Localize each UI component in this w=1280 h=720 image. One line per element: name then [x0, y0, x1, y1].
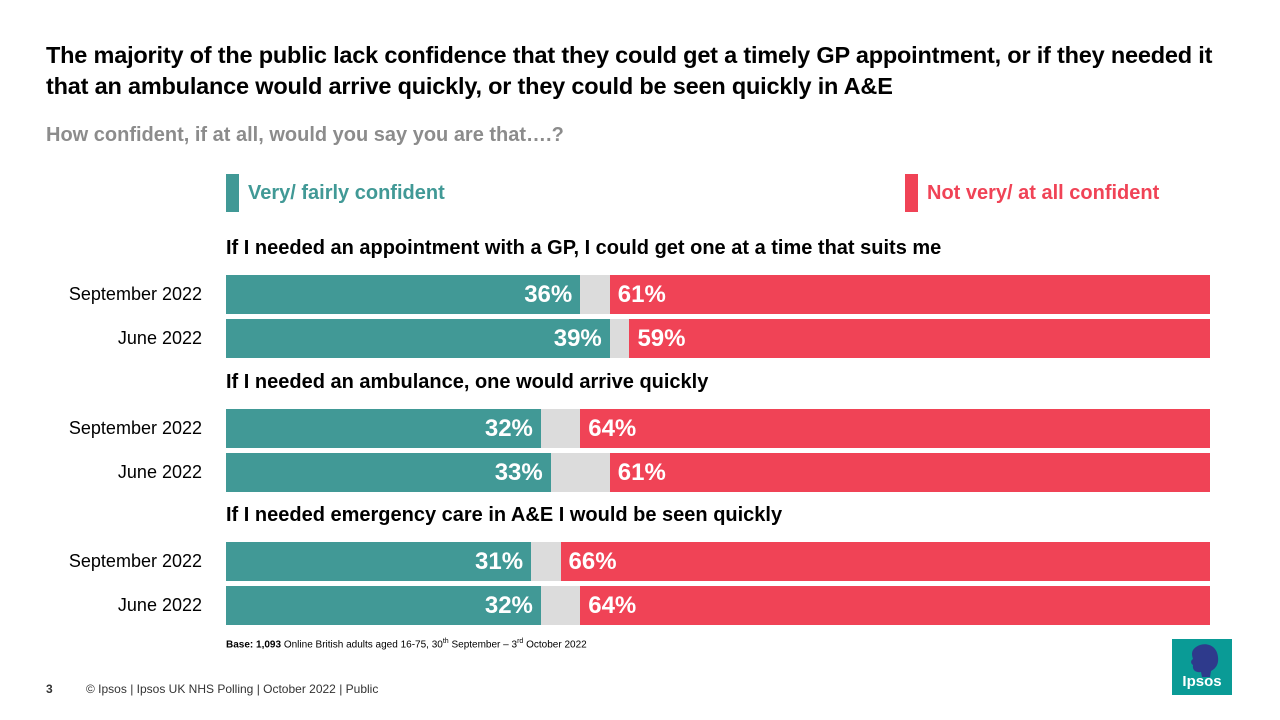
question-label: If I needed emergency care in A&E I woul… [226, 504, 783, 526]
base-text-1: Online British adults aged 16-75, 30 [283, 639, 443, 651]
bar-not-confident [580, 409, 1210, 448]
row-label: September 2022 [68, 551, 202, 571]
legend-confident: Very/ fairly confident [226, 174, 445, 212]
bar-row: 32% 64% [226, 586, 1210, 625]
question-label: If I needed an ambulance, one would arri… [226, 371, 709, 393]
row-label: June 2022 [117, 328, 202, 348]
legend-not-confident: Not very/ at all confident [905, 174, 1159, 212]
bar-row: 32% 64% [226, 409, 1210, 448]
bar-row: 33% 61% [226, 453, 1210, 492]
page-subtitle: How confident, if at all, would you say … [46, 124, 564, 146]
value-not-confident: 64% [588, 592, 637, 619]
bar-confident [226, 275, 581, 314]
row-label: June 2022 [117, 462, 202, 482]
legend-not-confident-label: Not very/ at all confident [927, 181, 1160, 204]
bar-not-confident [580, 586, 1210, 625]
footer-text: © Ipsos | Ipsos UK NHS Polling | October… [86, 682, 379, 696]
base-sup-1: th [442, 638, 449, 645]
value-not-confident: 59% [637, 325, 686, 352]
legend-confident-swatch [226, 174, 239, 212]
value-confident: 36% [524, 281, 573, 308]
page-number: 3 [46, 682, 53, 696]
row-label: September 2022 [68, 284, 202, 304]
bar-neutral [580, 275, 610, 314]
base-sup-2: rd [517, 638, 524, 645]
value-not-confident: 61% [617, 281, 666, 308]
bar-not-confident [629, 319, 1210, 358]
value-confident: 32% [484, 415, 533, 442]
row-label: September 2022 [68, 418, 202, 438]
question-label: If I needed an appointment with a GP, I … [226, 237, 942, 259]
bar-neutral [531, 542, 561, 581]
bar-row: 39% 59% [226, 319, 1210, 358]
bar-not-confident [609, 453, 1210, 492]
ipsos-logo: Ipsos [1172, 639, 1232, 695]
value-not-confident: 64% [588, 415, 637, 442]
bar-confident [226, 542, 532, 581]
bar-confident [226, 409, 541, 448]
bar-neutral [540, 409, 581, 448]
bar-not-confident [609, 275, 1210, 314]
row-label: June 2022 [117, 595, 202, 615]
value-confident: 31% [475, 548, 524, 575]
value-not-confident: 61% [617, 459, 666, 486]
legend-confident-label: Very/ fairly confident [248, 181, 445, 204]
base-note: Base: 1,093 Online British adults aged 1… [226, 638, 587, 650]
base-text-2: September – 3 [451, 639, 518, 651]
base-prefix: Base: [226, 639, 254, 651]
bar-not-confident [560, 542, 1210, 581]
bar-neutral [540, 586, 581, 625]
bar-confident [226, 586, 541, 625]
base-count: 1,093 [256, 639, 282, 651]
logo-head-icon [1191, 644, 1219, 677]
value-confident: 32% [484, 592, 533, 619]
bar-neutral [550, 453, 610, 492]
logo-text: Ipsos [1182, 673, 1222, 690]
legend-not-confident-swatch [905, 174, 918, 212]
bar-confident [226, 319, 610, 358]
bar-row: 31% 66% [226, 542, 1210, 581]
value-confident: 39% [553, 325, 602, 352]
bar-row: 36% 61% [226, 275, 1210, 314]
bar-confident [226, 453, 551, 492]
base-text-3: October 2022 [526, 639, 587, 651]
page-title: The majority of the public lack confiden… [46, 42, 1213, 99]
value-not-confident: 66% [568, 548, 617, 575]
bar-neutral [609, 319, 630, 358]
value-confident: 33% [494, 459, 543, 486]
